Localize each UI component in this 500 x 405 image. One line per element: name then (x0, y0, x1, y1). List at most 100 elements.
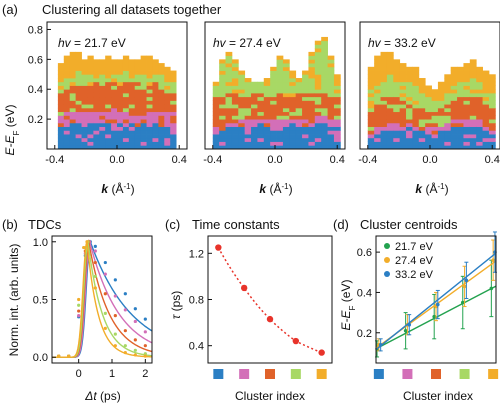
tdc-data-point (85, 240, 89, 244)
cluster-cell (212, 111, 220, 116)
tau-data-point (292, 337, 300, 345)
cluster-cell (270, 134, 277, 139)
centroid-data-point (407, 322, 412, 327)
cluster-cell (374, 66, 381, 71)
cluster-cell (164, 66, 171, 71)
heatmap-hv-21p7: -0.4 0.0 0.4 0.2 0.4 0.6 0.8 (28, 21, 188, 166)
cluster-cell (219, 115, 226, 120)
cluster-cell (225, 96, 233, 101)
cluster-cell (276, 59, 284, 64)
cluster-cell (282, 111, 290, 116)
cluster-cell (128, 134, 136, 139)
cluster-cell (128, 122, 136, 127)
cluster-cell (488, 104, 496, 109)
cluster-cell (469, 137, 477, 142)
cluster-cell (374, 145, 381, 150)
cluster-cell (327, 122, 335, 127)
cluster-cell (308, 119, 316, 124)
centroid-data-point (489, 286, 494, 291)
cluster-cell (302, 115, 309, 120)
panel-d-title: Cluster centroids (360, 217, 458, 232)
cluster-cell (314, 51, 322, 57)
centroid-data-point (462, 284, 467, 289)
cluster-cell (333, 78, 341, 83)
cluster-cell (134, 137, 142, 142)
cluster-cell (314, 130, 322, 135)
cluster-cell (406, 96, 413, 101)
cluster-cell (63, 100, 71, 105)
cluster-cell (289, 89, 297, 94)
cluster-cell (75, 81, 82, 86)
cluster-cell (63, 96, 71, 101)
cluster-cell (321, 107, 328, 113)
cluster-cell (63, 122, 71, 127)
cluster-cell (244, 85, 252, 90)
cluster-cell (244, 141, 252, 146)
cluster-cell (327, 78, 335, 83)
cluster-cell (212, 107, 220, 113)
centroid-fit-line (375, 252, 497, 351)
cluster-cell (93, 134, 100, 139)
cluster-cell (321, 104, 328, 109)
cluster-cell (374, 78, 381, 83)
cluster-cell (57, 100, 65, 105)
cluster-cell (128, 115, 136, 120)
cluster-cell (399, 100, 407, 105)
xlabel-k-3: k (Å-1) (415, 181, 448, 196)
cluster-cell (152, 66, 159, 71)
cluster-cell (431, 100, 439, 105)
cluster-cell (87, 130, 94, 135)
cluster-cell (63, 89, 71, 94)
cluster-cell (476, 89, 483, 94)
cluster-cell (367, 137, 375, 142)
cluster-cell (367, 141, 375, 146)
cluster-cell (99, 81, 106, 86)
cluster-cell (257, 137, 265, 142)
cluster-cell (69, 78, 77, 83)
cluster-cell (308, 51, 316, 57)
cluster-cell (152, 96, 159, 101)
cluster-cell (308, 130, 316, 135)
cluster-cell (476, 74, 483, 79)
cluster-cell (225, 126, 233, 131)
cluster-cell (140, 66, 147, 71)
cluster-cell (469, 100, 477, 105)
cluster-cell (308, 96, 316, 101)
cluster-cell (476, 66, 483, 71)
cluster-cell (393, 70, 401, 75)
cluster-cell (437, 111, 445, 116)
cluster-cell (99, 134, 106, 139)
cluster-cell (134, 115, 142, 120)
cluster-cell (444, 85, 452, 90)
cluster-cell (393, 74, 401, 79)
cluster-cell (327, 63, 335, 68)
cluster-cell (238, 137, 246, 142)
y-tick-label: 0.2 (357, 328, 372, 340)
cluster-cell (219, 81, 226, 86)
cluster-cell (327, 137, 335, 142)
cluster-cell (111, 89, 118, 94)
cluster-cell (367, 66, 375, 71)
cluster-cell (289, 85, 297, 90)
cluster-cell (289, 115, 297, 120)
cluster-cell (457, 111, 464, 116)
cluster-cell (482, 141, 490, 146)
cluster-cell (146, 92, 153, 98)
cluster-cell (374, 130, 381, 135)
cluster-cell (333, 104, 341, 109)
cluster-cell (158, 92, 165, 98)
panel-c-letter: (c) (165, 217, 180, 232)
cluster-cell (302, 81, 309, 86)
cluster-cell (308, 66, 316, 71)
cluster-cell (238, 141, 246, 146)
hv-label-1: hv = 21.7 eV (58, 36, 126, 50)
cluster-cell (282, 66, 290, 71)
y-tick-label: 0.0 (33, 352, 48, 364)
cluster-cell (270, 130, 277, 135)
cluster-cell (140, 104, 147, 109)
cluster-cell (231, 63, 239, 68)
cluster-cell (406, 74, 413, 79)
cluster-cell (111, 137, 118, 142)
cluster-cell (57, 141, 65, 146)
cluster-cell (69, 81, 77, 86)
